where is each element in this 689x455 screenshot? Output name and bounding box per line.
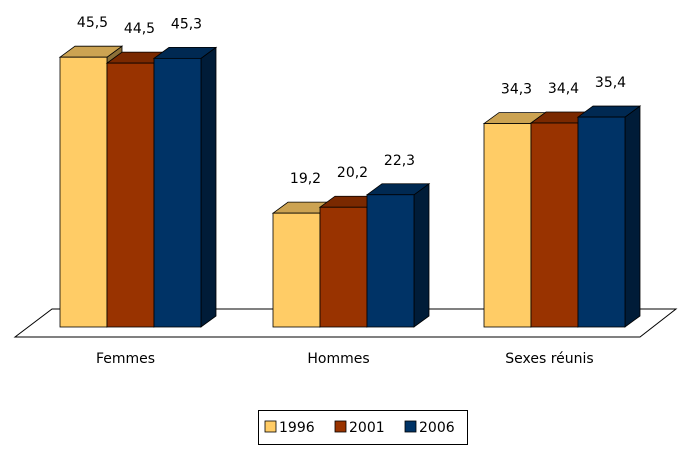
bar-front bbox=[577, 116, 626, 328]
legend bbox=[258, 410, 468, 445]
bar-front bbox=[319, 206, 368, 328]
legend-label: 2006 bbox=[419, 420, 455, 436]
legend-label: 2001 bbox=[349, 420, 385, 436]
x-tick-label: Hommes bbox=[307, 351, 369, 367]
bar-front bbox=[153, 57, 202, 328]
value-label: 45,3 bbox=[171, 16, 202, 32]
bar-front bbox=[106, 62, 155, 328]
value-label: 44,5 bbox=[124, 21, 155, 37]
value-label: 19,2 bbox=[290, 171, 321, 187]
value-label: 22,3 bbox=[384, 153, 415, 169]
bar-side bbox=[624, 105, 641, 328]
value-label: 45,5 bbox=[77, 15, 108, 31]
bar-front bbox=[483, 123, 532, 328]
bar-front bbox=[366, 194, 415, 328]
bar bbox=[365, 182, 431, 328]
legend-label: 1996 bbox=[279, 420, 315, 436]
x-tick-label: Femmes bbox=[96, 351, 155, 367]
legend-swatch bbox=[334, 420, 347, 433]
bar-side bbox=[413, 182, 430, 328]
bar-front bbox=[59, 56, 108, 328]
bar bbox=[152, 46, 218, 328]
legend-swatch bbox=[264, 420, 277, 433]
bar-front bbox=[530, 122, 579, 328]
value-label: 20,2 bbox=[337, 165, 368, 181]
x-tick-label: Sexes réunis bbox=[505, 351, 593, 367]
bar-front bbox=[272, 212, 321, 328]
value-label: 34,4 bbox=[548, 81, 579, 97]
bar-side bbox=[200, 46, 217, 328]
legend-swatch bbox=[404, 420, 417, 433]
value-label: 34,3 bbox=[501, 82, 532, 98]
value-label: 35,4 bbox=[595, 75, 626, 91]
bar bbox=[576, 105, 642, 328]
